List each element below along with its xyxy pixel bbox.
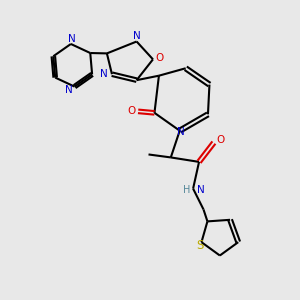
Text: N: N bbox=[197, 185, 204, 195]
Text: N: N bbox=[65, 85, 73, 95]
Text: S: S bbox=[196, 239, 204, 252]
Text: N: N bbox=[177, 127, 185, 137]
Text: N: N bbox=[68, 34, 75, 44]
Text: O: O bbox=[216, 135, 225, 145]
Text: H: H bbox=[183, 185, 191, 195]
Text: N: N bbox=[133, 31, 141, 40]
Text: O: O bbox=[128, 106, 136, 116]
Text: O: O bbox=[155, 53, 164, 63]
Text: N: N bbox=[100, 69, 107, 79]
